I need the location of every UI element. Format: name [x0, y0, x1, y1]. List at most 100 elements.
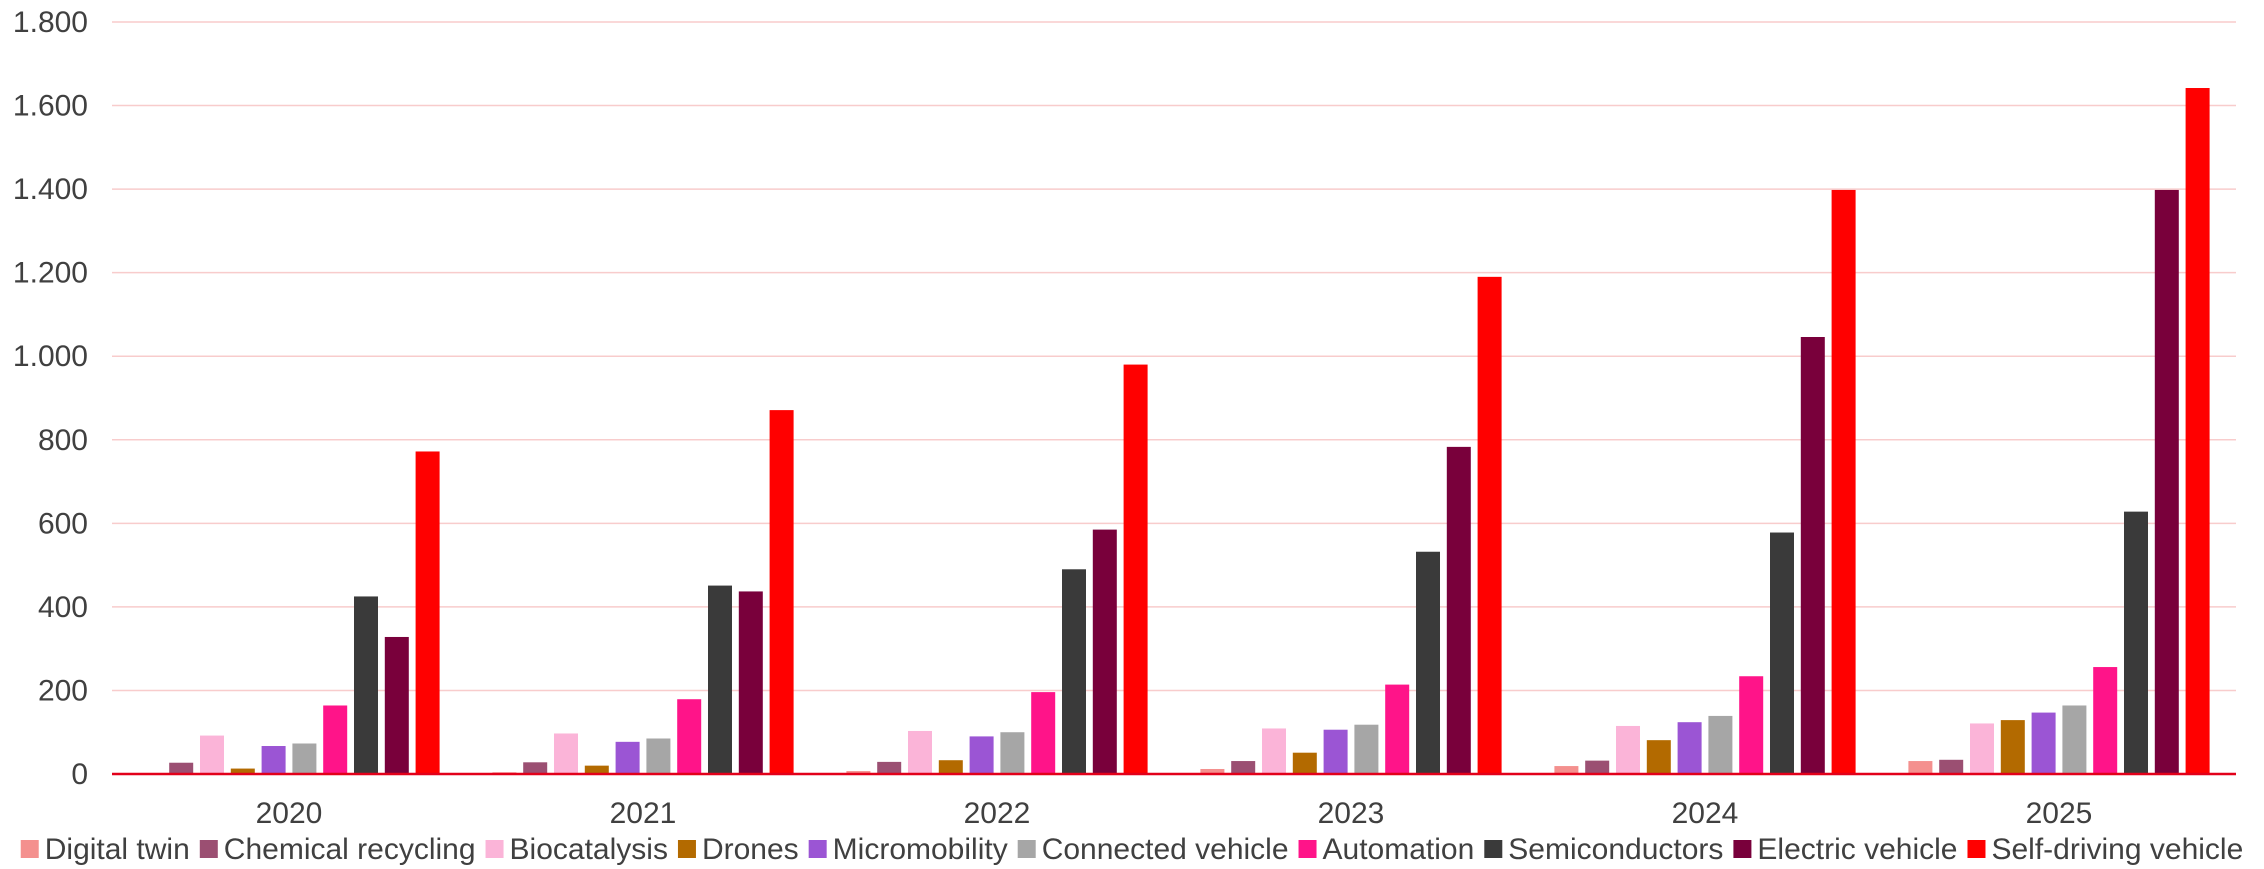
bar-self-driving-vehicle-2024: [1831, 189, 1856, 775]
bar-automation-2025: [2093, 667, 2118, 774]
bar-automation-2021: [677, 699, 702, 774]
bar-semiconductors-2023: [1416, 551, 1440, 774]
bar-semiconductors-2022: [1062, 569, 1086, 774]
bar-biocatalysis-2022: [908, 730, 932, 774]
bar-biocatalysis-2020: [200, 735, 224, 774]
y-tick-label: 1.600: [13, 90, 88, 123]
bar-chemical-recycling-2025: [1939, 759, 1964, 774]
bar-chemical-recycling-2024: [1585, 760, 1610, 774]
bar-self-driving-vehicle-2020: [415, 451, 440, 774]
x-tick-label: 2024: [1672, 797, 1739, 830]
bar-electric-vehicle-2022: [1092, 529, 1117, 774]
bar-electric-vehicle-2020: [384, 636, 409, 774]
y-tick-label: 1.200: [13, 257, 88, 290]
x-tick-label: 2020: [256, 797, 323, 830]
bar-micromobility-2025: [2031, 712, 2056, 774]
bar-connected-vehicle-2020: [292, 743, 317, 774]
y-tick-label: 1.400: [13, 173, 88, 206]
bar-micromobility-2020: [261, 746, 286, 774]
legend-label: Self-driving vehicle: [1991, 833, 2243, 866]
legend-item: Automation: [1298, 833, 1475, 866]
x-tick-label: 2022: [964, 797, 1031, 830]
legend-swatch: [1967, 840, 1986, 858]
legend-item: Semiconductors: [1484, 833, 1723, 866]
legend-swatch: [677, 840, 696, 858]
legend-item: Chemical recycling: [199, 833, 476, 866]
legend-swatch: [1733, 840, 1752, 858]
bar-chemical-recycling-2023: [1231, 761, 1256, 774]
y-tick-label: 1.800: [13, 6, 88, 39]
bar-automation-2024: [1739, 676, 1764, 774]
legend-item: Self-driving vehicle: [1967, 833, 2243, 866]
bar-electric-vehicle-2021: [738, 591, 763, 774]
bar-drones-2024: [1646, 740, 1671, 774]
bar-micromobility-2024: [1677, 722, 1702, 774]
bar-connected-vehicle-2022: [1000, 732, 1025, 774]
bars: [138, 88, 2210, 775]
y-tick-label: 800: [38, 424, 88, 457]
bar-chemical-recycling-2021: [523, 762, 548, 774]
legend-item: Connected vehicle: [1017, 833, 1289, 866]
legend-label: Automation: [1323, 833, 1475, 866]
legend-item: Digital twin: [20, 833, 190, 866]
bar-connected-vehicle-2024: [1708, 715, 1733, 774]
bar-electric-vehicle-2025: [2154, 189, 2179, 775]
y-tick-label: 0: [71, 758, 88, 791]
bar-connected-vehicle-2021: [646, 738, 671, 774]
bar-self-driving-vehicle-2023: [1477, 276, 1502, 774]
legend-label: Semiconductors: [1508, 833, 1723, 866]
bar-semiconductors-2024: [1770, 532, 1794, 774]
bar-semiconductors-2020: [354, 596, 378, 774]
y-tick-label: 200: [38, 674, 88, 707]
legend-swatch: [485, 840, 504, 858]
bar-electric-vehicle-2024: [1800, 337, 1825, 774]
legend-label: Biocatalysis: [510, 833, 668, 866]
x-tick-label: 2023: [1318, 797, 1385, 830]
bar-digital-twin-2025: [1908, 761, 1933, 774]
bar-digital-twin-2024: [1554, 766, 1579, 774]
legend-swatch: [1017, 840, 1036, 858]
bar-biocatalysis-2025: [1970, 723, 1994, 774]
bar-micromobility-2022: [969, 736, 994, 774]
y-tick-label: 400: [38, 591, 88, 624]
bar-connected-vehicle-2023: [1354, 724, 1379, 774]
legend-item: Micromobility: [808, 833, 1008, 866]
legend-swatch: [808, 840, 827, 858]
bar-digital-twin-2023: [1200, 768, 1225, 774]
y-tick-label: 600: [38, 507, 88, 540]
legend-label: Drones: [702, 833, 799, 866]
legend-item: Biocatalysis: [485, 833, 668, 866]
legend-item: Electric vehicle: [1733, 833, 1957, 866]
x-axis: 2020 2021 2022 2023 2024 2025: [112, 772, 2236, 830]
bar-biocatalysis-2023: [1262, 728, 1286, 774]
bar-digital-twin-2022: [846, 771, 871, 774]
x-tick-label: 2025: [2026, 797, 2093, 830]
bar-drones-2020: [230, 768, 255, 774]
legend: Digital twin Chemical recycling Biocatalys…: [20, 833, 2243, 866]
bar-drones-2025: [2000, 720, 2025, 774]
legend-swatch: [20, 840, 39, 858]
y-axis: 0 200 400 600 800 1.000 1.200 1.400 1.600 1.800: [13, 6, 88, 791]
bar-chemical-recycling-2022: [877, 761, 902, 774]
bar-self-driving-vehicle-2022: [1123, 364, 1148, 774]
legend-label: Micromobility: [833, 833, 1008, 866]
bar-automation-2023: [1385, 684, 1410, 774]
legend-swatch: [199, 840, 218, 858]
bar-automation-2020: [323, 705, 348, 774]
gridlines: [112, 21, 2236, 692]
bar-biocatalysis-2024: [1616, 725, 1640, 774]
bar-biocatalysis-2021: [554, 733, 578, 774]
legend-swatch: [1298, 840, 1317, 858]
legend-label: Electric vehicle: [1757, 833, 1957, 866]
bar-drones-2021: [584, 765, 609, 774]
bar-self-driving-vehicle-2021: [769, 410, 794, 774]
legend-item: Drones: [677, 833, 799, 866]
bar-electric-vehicle-2023: [1446, 446, 1471, 774]
bar-drones-2022: [938, 760, 963, 774]
bar-drones-2023: [1292, 752, 1317, 774]
bar-semiconductors-2025: [2124, 511, 2148, 774]
bar-chemical-recycling-2020: [169, 762, 194, 774]
bar-semiconductors-2021: [708, 585, 732, 774]
bar-connected-vehicle-2025: [2062, 705, 2087, 774]
